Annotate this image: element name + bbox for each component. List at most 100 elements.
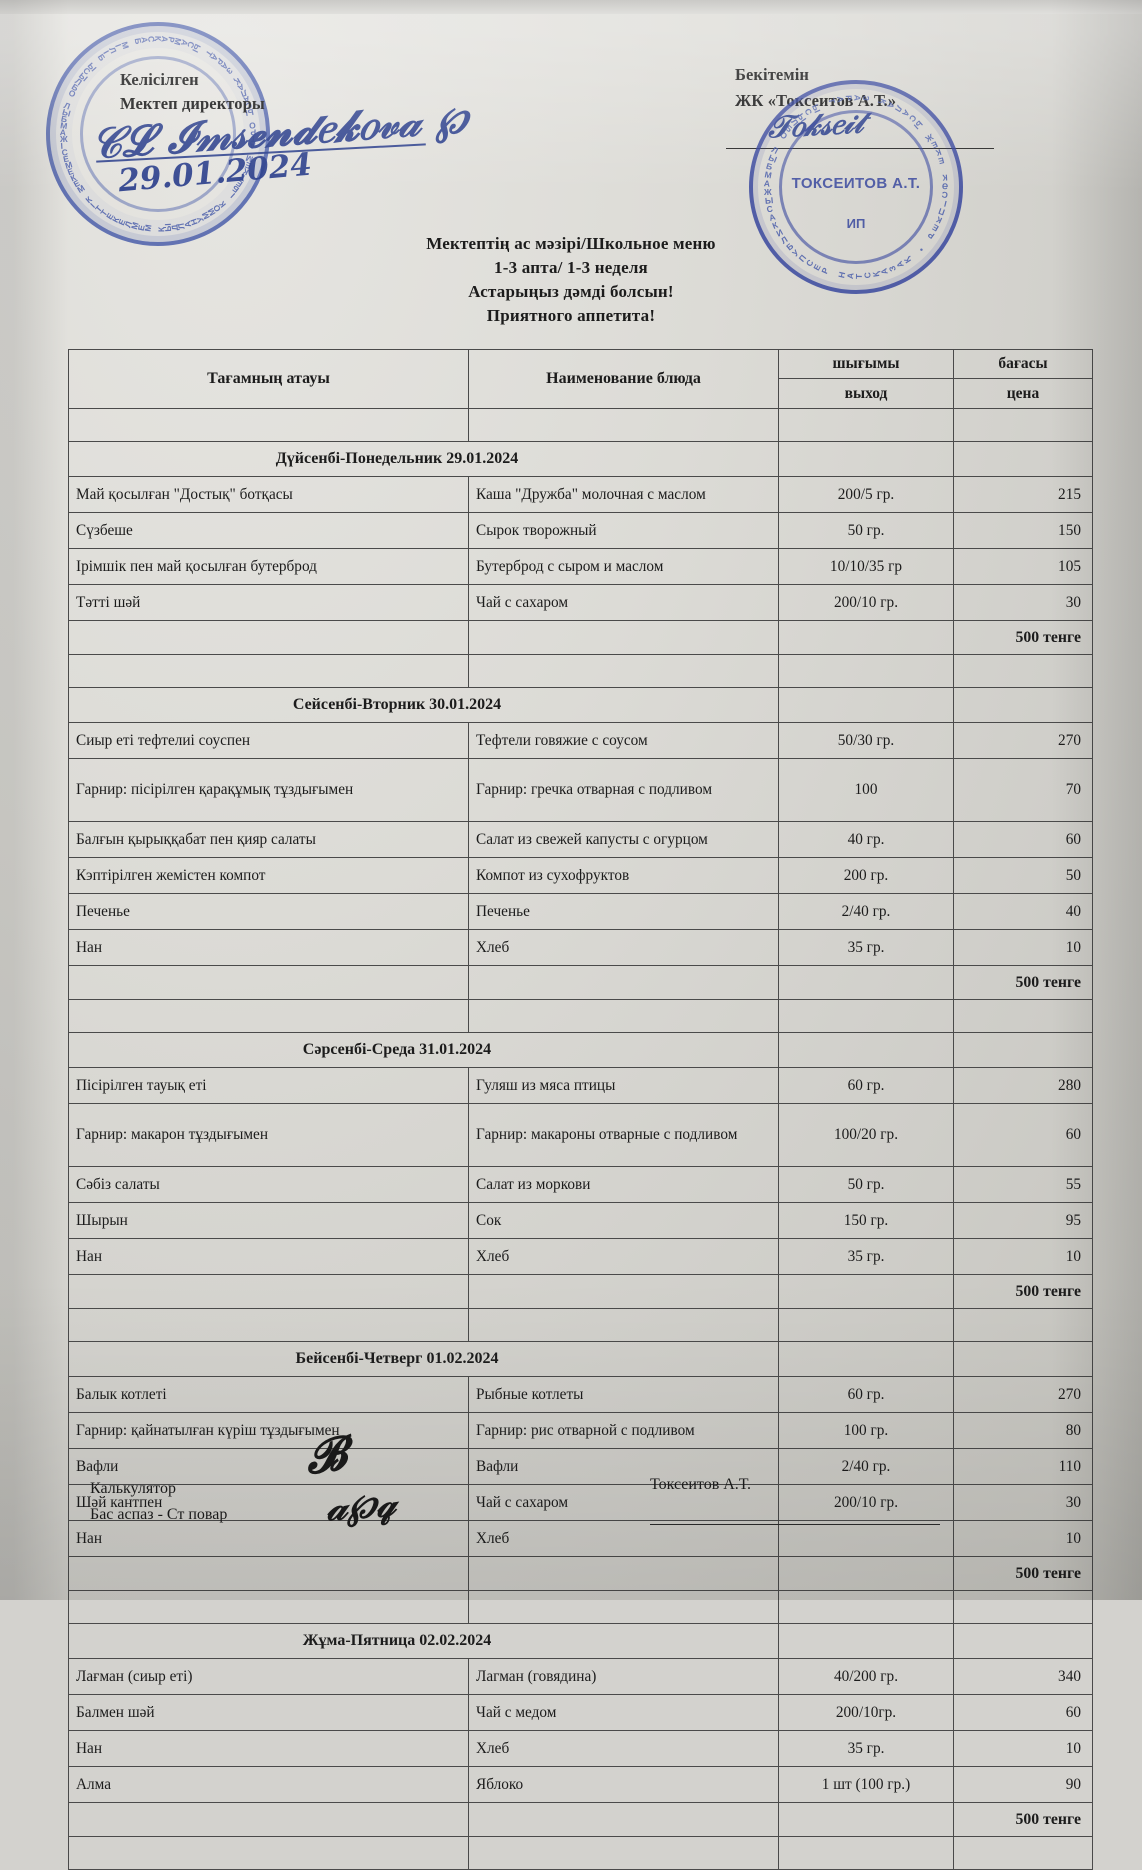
spacer-cell: [468, 999, 779, 1033]
spacer-cell: [68, 1836, 469, 1870]
col-header-ru-name: Наименование блюда: [468, 349, 779, 409]
day-title: Бейсенбі-Четверг 01.02.2024: [68, 1341, 779, 1377]
dish-output: 50/30 гр.: [778, 722, 954, 759]
dish-name-kk: Ірімшік пен май қосылған бутерброд: [68, 548, 469, 585]
dish-output: 40/200 гр.: [778, 1658, 954, 1695]
table-header-row: Тағамның атауы Наименование блюда шығымы ба…: [68, 349, 1093, 409]
menu-row: Шырын Сок 150 гр. 95: [68, 1202, 1093, 1239]
spacer-cell: [953, 1836, 1093, 1870]
dish-name-ru: Гарнир: гречка отварная с подливом: [468, 758, 779, 822]
dish-price: 70: [953, 758, 1093, 822]
dish-output: 200/10 гр.: [778, 1484, 954, 1521]
total-empty-cell: [468, 1556, 779, 1591]
total-empty-cell: [778, 620, 954, 655]
spacer-cell: [778, 999, 954, 1033]
total-empty-cell: [68, 1274, 469, 1309]
dish-name-kk: Балғын қырыққабат пен қияр салаты: [68, 821, 469, 858]
dish-name-kk: Сүзбеше: [68, 512, 469, 549]
dish-output: 35 гр.: [778, 1238, 954, 1275]
dish-price: 270: [953, 722, 1093, 759]
day-title-out-cell: [778, 1623, 954, 1659]
day-title-out-cell: [778, 1341, 954, 1377]
menu-row: Гарнир: пісірілген қарақұмық тұздығымен Г…: [68, 758, 1093, 822]
menu-row: Вафли Вафли 2/40 гр. 110: [68, 1448, 1093, 1485]
dish-price: 270: [953, 1376, 1093, 1413]
menu-row: Кэптірілген жемістен компот Компот из сух…: [68, 857, 1093, 894]
dish-price: 60: [953, 1103, 1093, 1167]
menu-row: Май қосылған "Достық" ботқасы Каша "Дружб…: [68, 476, 1093, 513]
dish-name-kk: Сиыр еті тефтелиі соуспен: [68, 722, 469, 759]
dish-output: [778, 1520, 954, 1557]
menu-row: Печенье Печенье 2/40 гр. 40: [68, 893, 1093, 930]
approval-left-block: Келісілген Мектеп директоры: [120, 68, 265, 116]
dish-price: 10: [953, 1520, 1093, 1557]
dish-output: 40 гр.: [778, 821, 954, 858]
approval-left-line1: Келісілген: [120, 70, 199, 89]
dish-name-kk: Пісірілген тауық еті: [68, 1067, 469, 1104]
day-total: 500 тенге: [953, 620, 1093, 655]
col-header-out-ru: выход: [778, 378, 954, 409]
table-subheader-row: выход цена: [69, 378, 1093, 409]
spacer-cell: [953, 408, 1093, 442]
spacer-cell: [468, 1590, 779, 1624]
dish-price: 50: [953, 857, 1093, 894]
dish-price: 40: [953, 893, 1093, 930]
menu-row: Пісірілген тауық еті Гуляш из мяса птицы 6…: [68, 1067, 1093, 1104]
dish-name-ru: Гарнир: рис отварной с подливом: [468, 1412, 779, 1449]
dish-price: 30: [953, 1484, 1093, 1521]
dish-price: 80: [953, 1412, 1093, 1449]
dish-name-ru: Салат из свежей капусты с огурцом: [468, 821, 779, 858]
dish-output: 100: [778, 758, 954, 822]
day-title: Сәрсенбі-Среда 31.01.2024: [68, 1032, 779, 1068]
dish-output: 2/40 гр.: [778, 1448, 954, 1485]
spacer-cell: [778, 1308, 954, 1342]
spacer-cell: [468, 1308, 779, 1342]
total-empty-cell: [778, 965, 954, 1000]
menu-row: Балык котлеті Рыбные котлеты 60 гр. 270: [68, 1376, 1093, 1413]
dish-name-ru: Компот из сухофруктов: [468, 857, 779, 894]
menu-row: Сиыр еті тефтелиі соуспен Тефтели говяжие…: [68, 722, 1093, 759]
dish-output: 2/40 гр.: [778, 893, 954, 930]
menu-row: Гарнир: қайнатылған күріш тұздығымен Гарн…: [68, 1412, 1093, 1449]
day-total-row: 500 тенге: [68, 1802, 1093, 1837]
dish-name-ru: Хлеб: [468, 1520, 779, 1557]
menu-row: Лағман (сиыр еті) Лагман (говядина) 40/200…: [68, 1658, 1093, 1695]
day-total-row: 500 тенге: [68, 620, 1093, 655]
menu-row: Балмен шәй Чай с медом 200/10гр. 60: [68, 1694, 1093, 1731]
day-title: Сейсенбі-Вторник 30.01.2024: [68, 687, 779, 723]
dish-price: 150: [953, 512, 1093, 549]
menu-table-wrapper: Тағамның атауы Наименование блюда шығымы ба…: [68, 349, 1093, 1870]
dish-name-ru: Печенье: [468, 893, 779, 930]
dish-price: 340: [953, 1658, 1093, 1695]
day-title-price-cell: [953, 1623, 1093, 1659]
spacer-cell: [778, 1836, 954, 1870]
dish-output: 150 гр.: [778, 1202, 954, 1239]
menu-row: Сүзбеше Сырок творожный 50 гр. 150: [68, 512, 1093, 549]
total-empty-cell: [468, 620, 779, 655]
dish-name-ru: Гарнир: макароны отварные с подливом: [468, 1103, 779, 1167]
menu-row: Нан Хлеб 35 гр. 10: [68, 1238, 1093, 1275]
day-total-row: 500 тенге: [68, 1556, 1093, 1591]
dish-name-kk: Кэптірілген жемістен компот: [68, 857, 469, 894]
menu-row: Гарнир: макарон тұздығымен Гарнир: макаро…: [68, 1103, 1093, 1167]
dish-output: 200/10 гр.: [778, 584, 954, 621]
dish-name-kk: Печенье: [68, 893, 469, 930]
footer-chef-label: Бас аспаз - Ст повар: [90, 1505, 228, 1523]
col-header-price-kk: бағасы: [953, 349, 1093, 379]
table-spacer-row: [68, 999, 1093, 1033]
day-title-out-cell: [778, 1032, 954, 1068]
menu-row: Ірімшік пен май қосылған бутерброд Бутерб…: [68, 548, 1093, 585]
dish-name-kk: Лағман (сиыр еті): [68, 1658, 469, 1695]
spacer-cell: [778, 1590, 954, 1624]
menu-row: Тәтті шәй Чай с сахаром 200/10 гр. 30: [68, 584, 1093, 621]
dish-price: 105: [953, 548, 1093, 585]
dish-price: 10: [953, 1238, 1093, 1275]
spacer-cell: [953, 1308, 1093, 1342]
dish-name-kk: Сәбіз салаты: [68, 1166, 469, 1203]
col-header-out-kk: шығымы: [778, 349, 954, 379]
dish-name-ru: Лагман (говядина): [468, 1658, 779, 1695]
spacer-cell: [778, 654, 954, 688]
day-title-price-cell: [953, 687, 1093, 723]
